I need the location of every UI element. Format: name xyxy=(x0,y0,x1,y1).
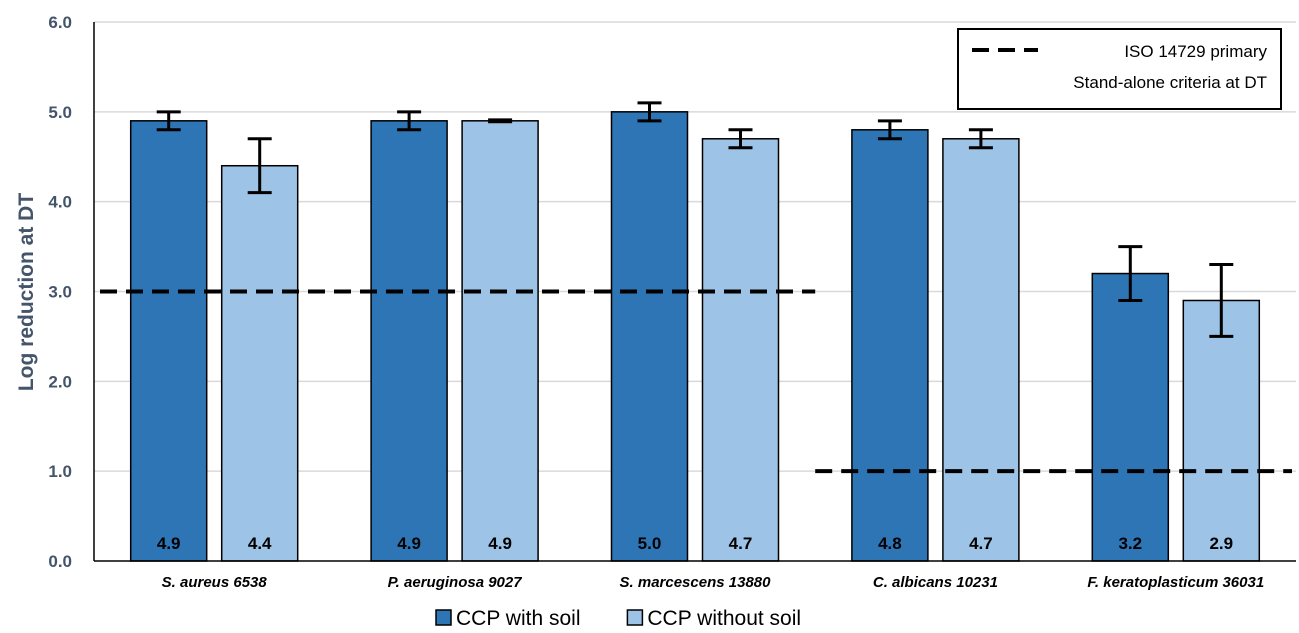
error-bar xyxy=(397,110,422,132)
series-legend: CCP with soil CCP without soil xyxy=(435,607,801,630)
data-label: 3.2 xyxy=(1118,534,1142,553)
bar xyxy=(851,129,929,562)
bar xyxy=(1091,272,1170,562)
error-bar xyxy=(728,128,753,150)
x-tick-label: C. albicans 10231 xyxy=(873,574,998,591)
bar xyxy=(370,120,448,562)
data-label: 4.9 xyxy=(157,534,181,553)
data-label: 4.7 xyxy=(969,534,993,553)
y-tick-label: 5.0 xyxy=(48,103,72,122)
data-label: 5.0 xyxy=(638,534,662,553)
legend-swatch xyxy=(626,609,644,626)
x-tick-label: P. aeruginosa 9027 xyxy=(388,574,523,591)
y-tick-label: 6.0 xyxy=(48,13,72,32)
bar xyxy=(610,111,689,562)
y-tick-label: 3.0 xyxy=(48,283,72,302)
reference-lines xyxy=(100,289,1292,474)
bar xyxy=(942,138,1020,562)
y-axis-title: Log reduction at DT xyxy=(15,193,38,391)
data-labels: 4.9 4.4 4.9 4.9 5.0 4.7 4.8 4.7 3.2 2.9 xyxy=(157,534,1233,553)
data-label: 4.9 xyxy=(488,534,512,553)
bar xyxy=(461,120,539,562)
error-bar xyxy=(877,119,902,141)
x-tick-label: S. marcescens 13880 xyxy=(620,574,772,591)
data-label: 4.8 xyxy=(878,534,902,553)
reference-legend-line2: Stand-alone criteria at DT xyxy=(1073,73,1267,92)
y-tick-label: 2.0 xyxy=(48,372,72,391)
bar xyxy=(701,138,780,562)
data-label: 4.9 xyxy=(397,534,421,553)
error-bar xyxy=(1209,263,1234,338)
legend-swatch xyxy=(435,609,452,626)
error-bar xyxy=(637,101,662,123)
bar xyxy=(129,120,208,562)
error-bar xyxy=(247,137,272,195)
bar xyxy=(1182,299,1261,562)
legend-item: CCP without soil xyxy=(626,607,801,630)
x-tick-label: F. keratoplasticum 36031 xyxy=(1087,574,1264,591)
y-tick-label: 0.0 xyxy=(48,552,72,571)
y-tick-label: 4.0 xyxy=(48,193,72,212)
error-bars xyxy=(156,101,1234,338)
bar xyxy=(220,164,299,562)
reference-legend-line1: ISO 14729 primary xyxy=(1124,42,1267,61)
reference-legend-box xyxy=(957,28,1282,110)
error-bar xyxy=(1118,245,1143,302)
legend-label: CCP with soil xyxy=(456,607,580,630)
error-bar xyxy=(488,118,513,124)
y-axis: 0.0 1.0 2.0 3.0 4.0 5.0 6.0 xyxy=(48,13,95,571)
x-tick-label: S. aureus 6538 xyxy=(162,574,268,591)
data-label: 4.4 xyxy=(248,534,272,553)
error-bar xyxy=(968,128,993,150)
reference-legend: ISO 14729 primary Stand-alone criteria a… xyxy=(957,28,1282,110)
x-axis: S. aureus 6538 P. aeruginosa 9027 S. marce… xyxy=(94,560,1296,591)
legend-item: CCP with soil xyxy=(435,607,580,630)
error-bar xyxy=(156,110,181,132)
bars xyxy=(129,111,1261,562)
y-tick-label: 1.0 xyxy=(48,462,72,481)
legend-label: CCP without soil xyxy=(647,607,801,630)
data-label: 4.7 xyxy=(729,534,753,553)
data-label: 2.9 xyxy=(1209,534,1233,553)
